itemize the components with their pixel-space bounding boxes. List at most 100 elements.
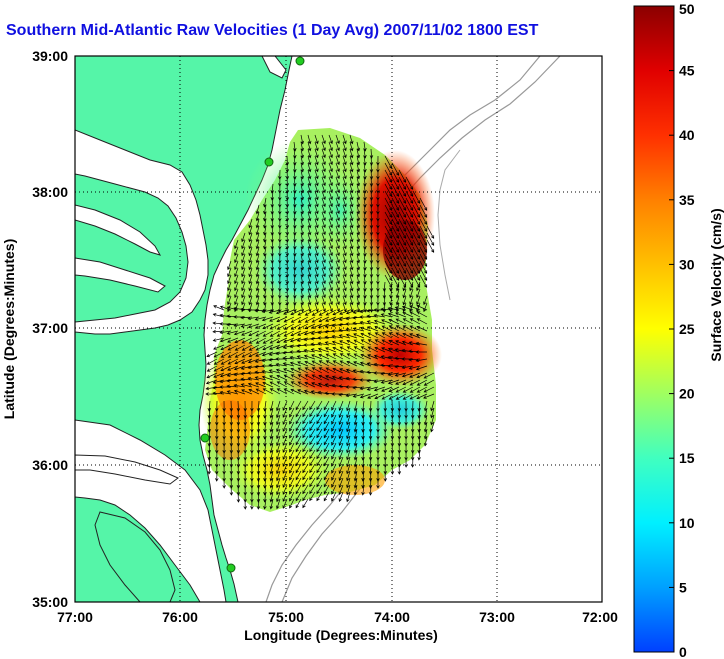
velocity-arrow <box>300 148 305 159</box>
velocity-arrow <box>369 169 374 180</box>
velocity-arrow <box>419 218 428 232</box>
velocity-arrow <box>356 204 361 215</box>
velocity-arrow <box>349 274 354 285</box>
velocity-arrow <box>342 176 347 187</box>
velocity-arrow <box>309 484 316 495</box>
velocity-arrow <box>349 288 354 299</box>
velocity-arrow <box>255 232 260 243</box>
velocity-arrow <box>426 225 435 239</box>
velocity-arrow <box>356 162 361 173</box>
velocity-arrow <box>297 367 309 374</box>
velocity-arrow <box>369 148 374 159</box>
velocity-arrow <box>261 364 274 368</box>
velocity-arrow <box>374 393 386 400</box>
velocity-arrow <box>307 281 312 292</box>
velocity-arrow <box>367 326 379 332</box>
velocity-arrow <box>409 305 421 311</box>
velocity-arrow <box>368 435 373 447</box>
velocity-arrow <box>342 162 347 173</box>
velocity-arrow <box>269 381 281 388</box>
velocity-arrow <box>304 374 316 381</box>
velocity-arrow <box>275 368 288 374</box>
velocity-arrow <box>423 379 435 386</box>
velocity-arrow <box>256 400 261 412</box>
velocity-arrow <box>303 337 316 342</box>
velocity-arrow <box>402 311 414 318</box>
velocity-arrow <box>405 218 414 232</box>
velocity-arrow <box>398 204 407 218</box>
velocity-arrow <box>289 344 302 349</box>
velocity-arrow <box>409 288 414 299</box>
velocity-arrow <box>289 421 295 432</box>
velocity-arrow <box>416 379 428 386</box>
velocity-arrow <box>373 313 386 318</box>
velocity-arrow <box>328 211 333 222</box>
velocity-arrow <box>331 392 344 396</box>
velocity-arrow <box>314 232 319 243</box>
velocity-arrow <box>307 169 312 180</box>
velocity-arrow <box>256 442 261 454</box>
velocity-arrow <box>206 351 218 358</box>
velocity-arrow <box>282 400 288 411</box>
grid-lines <box>75 56 602 602</box>
velocity-arrow <box>241 274 246 285</box>
velocity-arrow <box>295 470 302 481</box>
velocity-arrow <box>290 309 302 316</box>
velocity-arrow <box>356 253 361 264</box>
velocity-arrow <box>387 355 400 360</box>
velocity-arrow <box>398 169 407 183</box>
velocity-arrow <box>269 463 274 475</box>
velocity-arrow <box>248 274 253 285</box>
velocity-arrow <box>300 141 305 152</box>
velocity-arrow <box>367 332 379 339</box>
y-tick-label: 35:00 <box>32 594 68 610</box>
velocity-arrow <box>368 470 373 482</box>
velocity-arrow <box>349 239 354 250</box>
velocity-arrow <box>391 218 400 232</box>
velocity-arrow <box>283 381 295 388</box>
velocity-arrow <box>395 312 407 318</box>
velocity-arrow <box>415 350 428 354</box>
velocity-arrow <box>307 211 312 222</box>
velocity-arrow <box>331 421 337 432</box>
velocity-arrow <box>328 134 333 145</box>
velocity-arrow <box>325 309 337 316</box>
velocity-arrow <box>342 274 347 285</box>
velocity-arrow <box>349 267 354 278</box>
velocity-arrow <box>248 267 253 278</box>
velocity-arrow <box>412 246 421 260</box>
velocity-arrow <box>395 281 400 292</box>
velocity-arrow <box>297 361 309 367</box>
y-tick-label: 38:00 <box>32 184 68 200</box>
velocity-arrow <box>359 326 372 332</box>
velocity-arrow <box>302 421 309 432</box>
velocity-arrow <box>302 477 309 488</box>
velocity-arrow <box>412 260 421 274</box>
velocity-arrow <box>423 302 428 313</box>
velocity-arrow <box>387 312 400 318</box>
velocity-arrow <box>220 351 232 358</box>
velocity-arrow <box>229 484 234 496</box>
velocity-arrow <box>276 498 281 510</box>
velocity-arrow <box>339 353 351 360</box>
velocity-arrow <box>321 295 326 306</box>
velocity-arrow <box>369 267 374 278</box>
velocity-arrow <box>255 388 267 395</box>
velocity-arrow <box>241 358 253 364</box>
velocity-arrow <box>227 295 232 306</box>
velocity-arrow <box>401 305 414 311</box>
velocity-arrow <box>397 463 402 475</box>
velocity-arrow <box>314 183 319 194</box>
velocity-arrow <box>318 353 330 360</box>
colorbar-tick-label: 10 <box>679 515 695 531</box>
velocity-arrow <box>405 176 414 190</box>
velocity-arrow <box>408 365 421 370</box>
velocity-arrow <box>359 320 372 325</box>
velocity-arrow <box>311 316 323 323</box>
velocity-arrow <box>391 267 400 281</box>
velocity-arrow <box>430 407 435 419</box>
velocity-arrow <box>384 232 393 246</box>
velocity-arrow <box>304 323 316 330</box>
velocity-arrow <box>300 162 305 173</box>
velocity-arrow <box>346 360 358 367</box>
